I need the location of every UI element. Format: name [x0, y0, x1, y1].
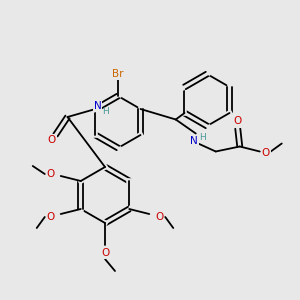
Text: O: O — [46, 212, 55, 222]
Text: O: O — [101, 248, 109, 258]
Text: Br: Br — [112, 69, 124, 79]
Text: H: H — [102, 107, 109, 116]
Text: O: O — [262, 148, 270, 158]
Text: O: O — [46, 169, 55, 179]
Text: O: O — [234, 116, 242, 127]
Text: O: O — [47, 135, 56, 145]
Text: N: N — [190, 136, 198, 146]
Text: N: N — [94, 101, 101, 111]
Text: O: O — [155, 212, 164, 222]
Text: H: H — [200, 133, 206, 142]
